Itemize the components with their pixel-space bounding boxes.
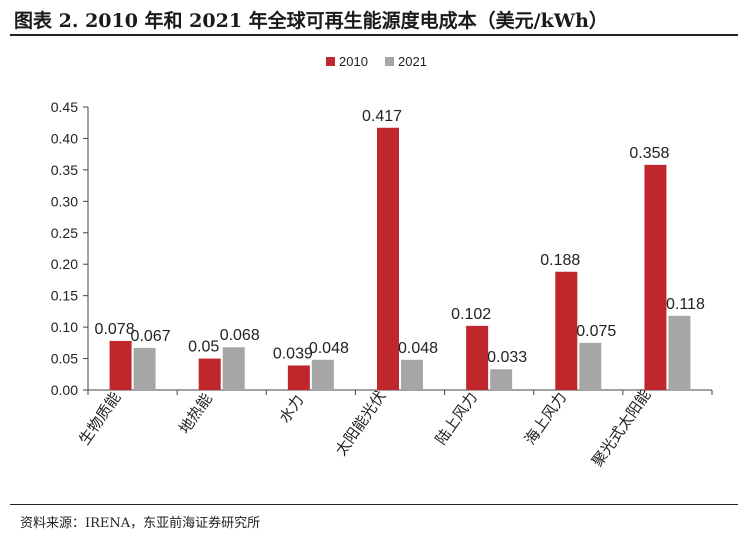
data-label-2010: 0.102 (451, 306, 491, 323)
bar-2021 (490, 369, 513, 390)
bar-2010 (198, 358, 221, 390)
data-label-2010: 0.358 (629, 145, 669, 162)
title-rule (10, 34, 738, 36)
category-label: 海上风力 (521, 389, 570, 448)
data-label-2021: 0.048 (398, 340, 438, 357)
bar-2010 (377, 127, 399, 391)
category-label: 聚光式太阳能 (588, 386, 654, 470)
category-label: 太阳能光伏 (332, 387, 390, 459)
data-label-2021: 0.067 (131, 328, 171, 345)
legend-label-2021: 2021 (398, 54, 427, 69)
bar-2010 (109, 340, 132, 390)
y-tick-label: 0.40 (51, 130, 78, 146)
category-label: 水力 (275, 391, 307, 426)
category-label: 生物质能 (75, 389, 124, 448)
bar-2021 (222, 347, 245, 390)
data-label-2021: 0.075 (576, 323, 616, 340)
bar-2021 (668, 315, 691, 390)
y-tick-label: 0.30 (51, 193, 78, 209)
y-tick-label: 0.00 (51, 382, 78, 398)
legend-swatch-2021 (385, 57, 394, 66)
data-label-2021: 0.033 (487, 349, 527, 366)
data-label-2010: 0.078 (95, 321, 135, 338)
bar-2021 (133, 347, 156, 390)
legend-swatch-2010 (326, 57, 335, 66)
data-label-2010: 0.188 (540, 252, 580, 269)
data-label-2021: 0.048 (309, 340, 349, 357)
data-label-2010: 0.05 (188, 339, 219, 356)
y-tick-label: 0.45 (51, 99, 78, 115)
y-tick-label: 0.10 (51, 319, 78, 335)
data-label-2021: 0.068 (220, 327, 260, 344)
bar-2010 (466, 325, 489, 390)
data-label-2010: 0.039 (273, 345, 313, 362)
cost-bar-chart: 0.00 0.05 0.10 0.15 0.20 0.25 0.30 0.35 0.40 0.45… (51, 54, 713, 470)
y-tick-label: 0.05 (51, 351, 78, 367)
bar-2021 (579, 342, 602, 390)
figure-title: 图表 2. 2010 年和 2021 年全球可再生能源度电成本（美元/kWh） (14, 10, 608, 32)
category-label: 地热能 (175, 390, 216, 437)
y-tick-label: 0.25 (51, 225, 78, 241)
bar-2021 (401, 359, 423, 390)
category-label: 陆上风力 (432, 389, 481, 448)
footer-rule (10, 504, 738, 505)
bar-2010 (644, 164, 667, 390)
y-tick-label: 0.20 (51, 256, 78, 272)
bar-2010 (555, 271, 578, 390)
y-tick-label: 0.15 (51, 288, 78, 304)
legend-label-2010: 2010 (339, 54, 368, 69)
data-label-2021: 0.118 (666, 296, 705, 313)
source-note: 资料来源：IRENA，东亚前海证券研究所 (20, 516, 261, 531)
bar-2021 (311, 359, 334, 390)
y-tick-label: 0.35 (51, 162, 78, 178)
bar-2010 (287, 365, 310, 390)
data-label-2010: 0.417 (362, 108, 402, 125)
